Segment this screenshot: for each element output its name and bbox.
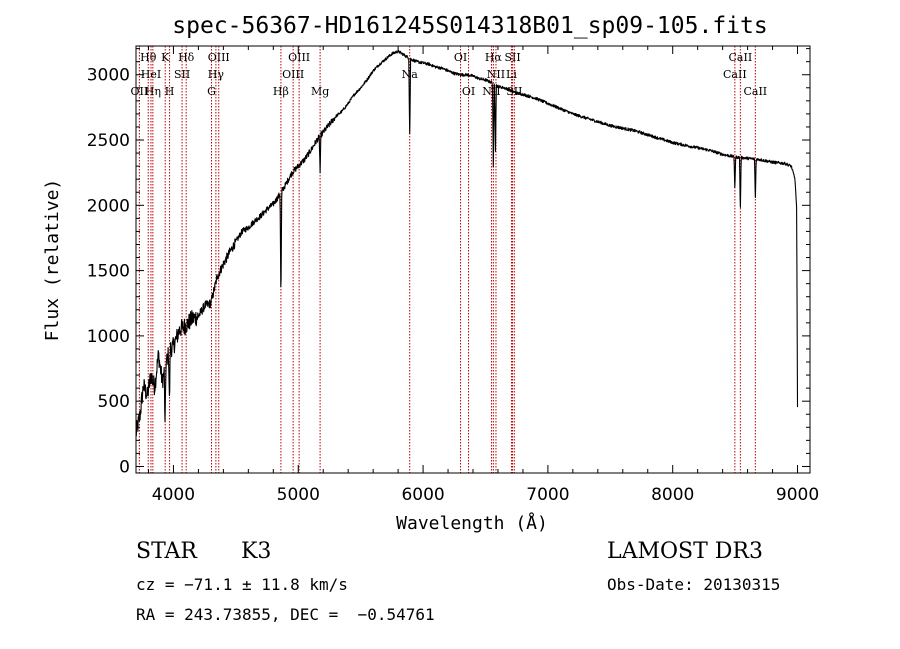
spectral-subclass: K3 xyxy=(241,539,272,564)
spectral-line-label: HeI xyxy=(141,68,161,81)
spectral-line-label: OII xyxy=(131,85,149,98)
spectral-line-label: SII xyxy=(174,68,190,81)
spectral-line-label: OI xyxy=(454,51,467,64)
spectral-line-label: Hβ xyxy=(273,85,289,98)
spectral-line-label: Mg xyxy=(311,85,329,98)
y-tick-label: 2000 xyxy=(87,196,130,216)
y-axis-label: Flux (relative) xyxy=(42,179,63,342)
spectral-line-label: OI xyxy=(462,85,475,98)
x-axis-label: Wavelength (Å) xyxy=(396,512,548,534)
y-tick-label: 1000 xyxy=(87,327,130,347)
spectral-line-label: NII xyxy=(487,68,505,81)
plot-frame xyxy=(135,45,811,474)
spectral-line-label: K xyxy=(161,51,170,64)
spectral-line-label: Hγ xyxy=(208,68,225,81)
x-tick-label: 5000 xyxy=(277,485,320,505)
spectral-line-label: OIII xyxy=(208,51,230,64)
y-tick-label: 3000 xyxy=(87,66,130,86)
spectral-line-label: H xyxy=(165,85,175,98)
obs-date: Obs-Date: 20130315 xyxy=(607,575,781,594)
spectral-line-label: Hθ xyxy=(140,51,157,64)
spectral-line-label: CaII xyxy=(743,85,767,98)
spectral-line-label: Hδ xyxy=(178,51,195,64)
x-tick-label: 6000 xyxy=(401,485,444,505)
x-tick-label: 8000 xyxy=(651,485,694,505)
redshift-text: cz = −71.1 ± 11.8 km/s xyxy=(136,575,348,594)
x-tick-label: 9000 xyxy=(776,485,819,505)
y-tick-label: 2500 xyxy=(87,131,130,151)
spectral-line-label: G xyxy=(207,85,216,98)
y-tick-label: 0 xyxy=(119,457,130,477)
spectral-line-label: Li xyxy=(506,68,517,81)
survey-name: LAMOST DR3 xyxy=(607,539,763,564)
x-tick-label: 4000 xyxy=(152,485,195,505)
spectrum-line xyxy=(135,49,799,437)
spectral-line-label: SII xyxy=(504,51,520,64)
spectral-line-label: OIII xyxy=(282,68,304,81)
object-type: STAR xyxy=(136,539,197,564)
y-tick-label: 1500 xyxy=(87,262,130,282)
spectral-line-label: CaII xyxy=(723,68,747,81)
spectral-line-label: SII xyxy=(506,85,522,98)
spectral-line-label: OIII xyxy=(288,51,310,64)
x-tick-label: 7000 xyxy=(526,485,569,505)
spectral-line-label: Na xyxy=(402,68,419,81)
spectral-line-label: NII xyxy=(482,85,500,98)
spectral-line-label: Hη xyxy=(145,85,161,98)
y-tick-label: 500 xyxy=(98,392,130,412)
coordinates: RA = 243.73855, DEC = −0.54761 xyxy=(136,605,435,624)
chart-title: spec-56367-HD161245S014318B01_sp09-105.f… xyxy=(172,13,767,39)
spectral-line-label: CaII xyxy=(729,51,753,64)
spectral-line-label: Hα xyxy=(485,51,503,64)
